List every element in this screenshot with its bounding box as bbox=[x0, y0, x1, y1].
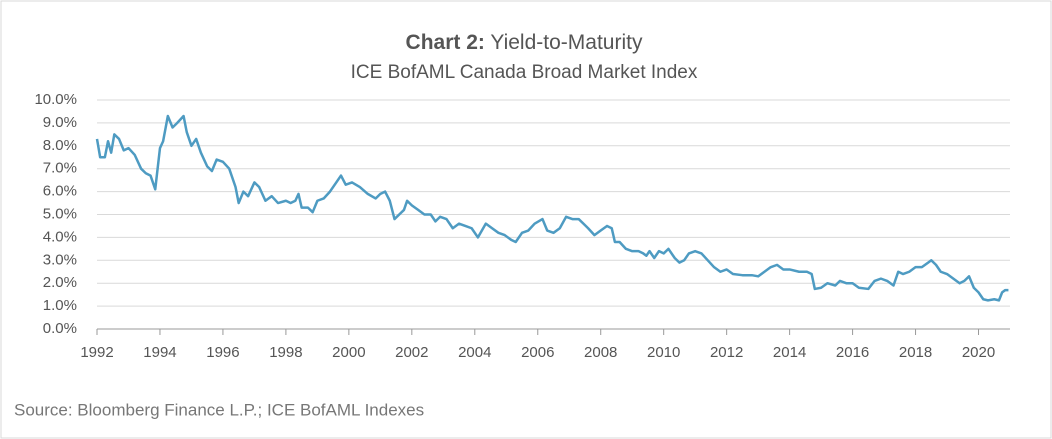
y-tick-label: 5.0% bbox=[43, 205, 77, 222]
x-tick-label: 1992 bbox=[80, 344, 113, 361]
series-line bbox=[95, 114, 1009, 302]
x-tick-label: 2002 bbox=[395, 344, 428, 361]
x-tick-label: 2008 bbox=[584, 344, 617, 361]
y-tick-label: 2.0% bbox=[43, 274, 77, 291]
x-tick-label: 2018 bbox=[899, 344, 932, 361]
y-tick-label: 8.0% bbox=[43, 137, 77, 154]
y-tick-label: 9.0% bbox=[43, 114, 77, 131]
y-tick-label: 4.0% bbox=[43, 228, 77, 245]
x-tick-label: 2004 bbox=[458, 344, 491, 361]
x-tick-label: 2010 bbox=[647, 344, 680, 361]
y-tick-label: 6.0% bbox=[43, 183, 77, 200]
x-tick-label: 2016 bbox=[836, 344, 869, 361]
x-tick-label: 1998 bbox=[269, 344, 302, 361]
chart-subtitle: ICE BofAML Canada Broad Market Index bbox=[351, 62, 698, 83]
x-tick-label: 2014 bbox=[773, 344, 806, 361]
x-tick-label: 2020 bbox=[962, 344, 995, 361]
source-note: Source: Bloomberg Finance L.P.; ICE BofA… bbox=[14, 400, 424, 419]
x-tick-label: 2006 bbox=[521, 344, 554, 361]
x-tick-label: 2012 bbox=[710, 344, 743, 361]
chart-title: Chart 2: Yield-to-Maturity bbox=[406, 31, 643, 54]
title-text: Yield-to-Maturity bbox=[490, 31, 643, 54]
y-tick-label: 3.0% bbox=[43, 251, 77, 268]
title-label: Chart 2: bbox=[406, 31, 485, 54]
x-tick-label: 1994 bbox=[143, 344, 176, 361]
y-tick-label: 0.0% bbox=[43, 320, 77, 337]
y-tick-label: 7.0% bbox=[43, 160, 77, 177]
x-tick-label: 1996 bbox=[206, 344, 239, 361]
y-tick-label: 1.0% bbox=[43, 297, 77, 314]
y-tick-label: 10.0% bbox=[34, 91, 77, 108]
x-tick-label: 2000 bbox=[332, 344, 365, 361]
